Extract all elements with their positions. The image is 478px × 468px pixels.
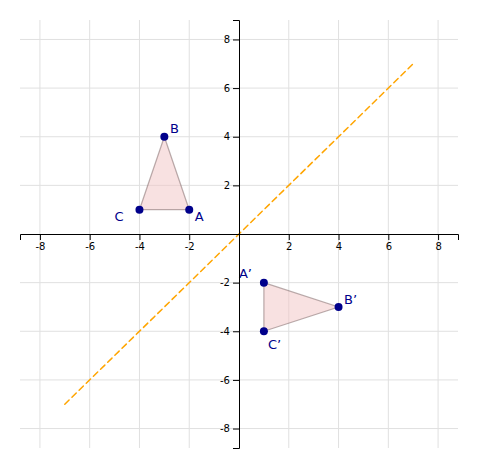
- y-axis: -8 -6 -4 -2 2 4 6 8: [220, 21, 239, 449]
- triangle: [264, 283, 339, 332]
- point-label: B’: [344, 292, 357, 307]
- point-label: A’: [239, 266, 252, 281]
- tick-mark: [339, 234, 340, 240]
- tick-label: 8: [435, 241, 441, 252]
- tick: -6: [85, 234, 95, 252]
- tick: 8: [435, 234, 441, 252]
- tick-mark: [438, 234, 439, 240]
- tick-label: 6: [224, 83, 230, 94]
- tick: -8: [220, 423, 239, 434]
- tick: -8: [35, 234, 45, 252]
- tick-label: 4: [336, 241, 342, 252]
- point: [260, 279, 268, 287]
- labels: A B C A’ B’ C’: [114, 121, 357, 353]
- point: [160, 133, 168, 141]
- tick-label: 2: [286, 241, 292, 252]
- tick-mark: [289, 234, 290, 240]
- point: [135, 206, 143, 214]
- tick: 4: [224, 131, 239, 142]
- tick: -6: [220, 375, 239, 386]
- tick-label: -4: [220, 326, 230, 337]
- tick: -4: [220, 326, 239, 337]
- tick: 6: [386, 234, 392, 252]
- tick-mark: [233, 283, 239, 284]
- tick-label: -6: [220, 375, 230, 386]
- tick-mark: [189, 234, 190, 240]
- tick: 2: [224, 180, 239, 191]
- triangle: [139, 137, 189, 210]
- tick-mark: [40, 234, 41, 240]
- tick-mark: [233, 39, 239, 40]
- tick-mark: [233, 137, 239, 138]
- tick-label: -8: [220, 423, 230, 434]
- tick-mark: [388, 234, 389, 240]
- point-label: B: [170, 121, 179, 136]
- axis-line: [233, 21, 240, 449]
- point: [260, 327, 268, 335]
- tick-label: 8: [224, 34, 230, 45]
- tick-label: -8: [35, 241, 45, 252]
- tick-label: -2: [220, 277, 230, 288]
- tick-mark: [90, 234, 91, 240]
- tick-label: 6: [386, 241, 392, 252]
- tick-label: -6: [85, 241, 95, 252]
- point-label: C’: [268, 337, 281, 352]
- tick-mark: [233, 331, 239, 332]
- grid: [20, 20, 458, 448]
- tick-mark: [233, 88, 239, 89]
- chart: A B C A’ B’ C’ -8 -6 -4 -2 2 4 6 8 -8 -6 -4 -2 2 4 6 8: [0, 0, 478, 468]
- tick-mark: [233, 380, 239, 381]
- tick-label: -2: [185, 241, 195, 252]
- point: [335, 303, 343, 311]
- tick: 4: [336, 234, 342, 252]
- tick: -2: [220, 277, 239, 288]
- point-label: A: [195, 209, 204, 224]
- tick-label: 4: [224, 131, 230, 142]
- tick-mark: [233, 185, 239, 186]
- tick: -4: [135, 234, 145, 252]
- tick: 6: [224, 83, 239, 94]
- point-label: C: [114, 209, 123, 224]
- tick: -2: [185, 234, 195, 252]
- point: [185, 206, 193, 214]
- tick: 8: [224, 34, 239, 45]
- tick-mark: [233, 429, 239, 430]
- tick-mark: [139, 234, 140, 240]
- tick-label: -4: [135, 241, 145, 252]
- tick: 2: [286, 234, 292, 252]
- tick-label: 2: [224, 180, 230, 191]
